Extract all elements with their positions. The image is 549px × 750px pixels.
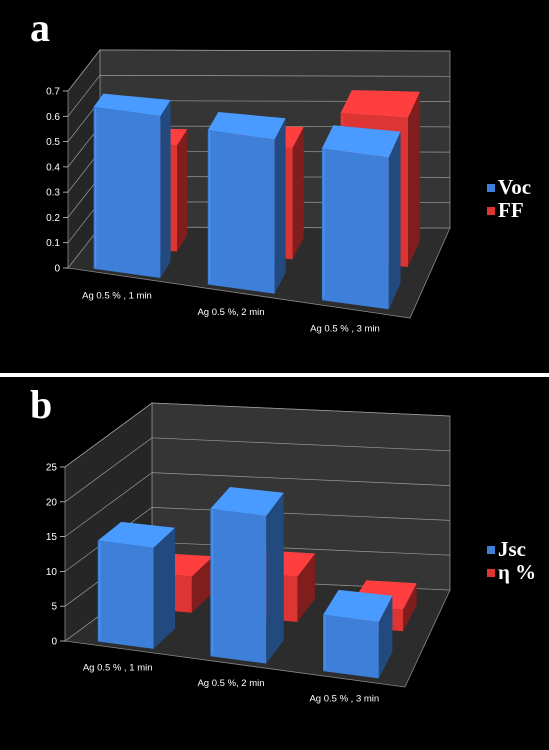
x-category-label: Ag 0.5 % , 1 min [83, 663, 153, 674]
chart-panel-b: b 0 5 10 15 20 25 Ag 0.5 % , 1 min Ag 0.5 %, 2 … [0, 377, 549, 750]
bar-a-front-side [274, 118, 286, 294]
x-category-label: Ag 0.5 %, 2 min [197, 307, 264, 318]
bar-a-front-top [207, 112, 286, 140]
chart-a-canvas: 0 0.1 0.2 0.3 0.4 0.5 0.6 0.7 Ag 0.5 % , 1 min Ag… [46, 48, 451, 335]
bar-a-front [321, 148, 389, 310]
bar-a-back-side [408, 91, 420, 267]
bar-b-front [323, 614, 379, 679]
legend-swatch-eta [487, 568, 495, 577]
y-tick-label: 15 [46, 532, 58, 543]
gridline [64, 402, 451, 468]
bar-a-front-top [321, 125, 401, 158]
legend-swatch-jsc [487, 545, 495, 554]
gridline [67, 49, 451, 92]
y-tick-label: 10 [46, 567, 58, 578]
bar-b-front-side [153, 527, 175, 649]
bar-a-back-side [177, 129, 188, 252]
legend-a: Voc FF [487, 176, 531, 222]
bar-b-back-side [191, 556, 214, 613]
bar-a-back-top [340, 90, 420, 118]
y-tick-label: 0.1 [46, 238, 60, 249]
legend-item-ff: FF [487, 199, 531, 222]
bar-b-front-top [323, 589, 393, 622]
bar-b-back-side [403, 583, 417, 632]
bar-a-front-side [160, 100, 171, 278]
bar-b-front [210, 508, 267, 664]
panel-label-b: b [30, 382, 53, 427]
bar-a-back-side [292, 126, 304, 260]
legend-label-ff: FF [498, 198, 524, 222]
gridline [67, 74, 451, 117]
y-tick-label: 0.2 [46, 213, 60, 224]
gridline [64, 507, 451, 572]
y-tick-label: 0.5 [46, 137, 60, 148]
legend-item-voc: Voc [487, 176, 531, 199]
x-category-label: Ag 0.5 %, 2 min [197, 678, 264, 689]
y-tick-label: 0 [51, 637, 57, 648]
legend-swatch-voc [487, 183, 495, 192]
gridline [64, 472, 451, 537]
bar-b-front-top [210, 487, 284, 517]
y-tick-label: 20 [46, 497, 58, 508]
bar-b-front-side [266, 492, 284, 664]
x-category-label: Ag 0.5 % , 3 min [310, 324, 380, 335]
chart-b-canvas: 0 5 10 15 20 25 Ag 0.5 % , 1 min Ag 0.5 %, 2 mi… [46, 402, 451, 704]
bar-a-front-side [388, 131, 401, 310]
legend-label-jsc: Jsc [498, 537, 526, 561]
bar-a-front-top [93, 93, 171, 117]
legend-swatch-ff [487, 206, 495, 215]
legend-item-jsc: Jsc [487, 538, 536, 561]
bar-b-front-side [378, 595, 393, 679]
y-tick-label: 0.3 [46, 188, 60, 199]
legend-b: Jsc η % [487, 538, 536, 584]
bar-b-front [97, 540, 154, 649]
y-tick-label: 25 [46, 463, 58, 474]
legend-label-voc: Voc [498, 175, 532, 199]
bar-b-front-top [97, 521, 175, 548]
bar-b-back-side [297, 553, 315, 622]
bar-a-front [93, 107, 161, 278]
x-category-label: Ag 0.5 % , 3 min [309, 693, 379, 704]
legend-item-eta: η % [487, 561, 536, 584]
chart-panel-a: a 0 0.1 0.2 0.3 0.4 0.5 0.6 0.7 Ag 0.5 % , 1 min… [0, 0, 549, 373]
y-tick-label: 0.6 [46, 112, 60, 123]
y-tick-label: 0.7 [46, 87, 60, 98]
y-tick-label: 5 [51, 602, 57, 613]
panel-label-a: a [30, 5, 50, 50]
legend-label-eta: η % [498, 560, 537, 584]
bar-a-front [207, 130, 275, 294]
x-category-label: Ag 0.5 % , 1 min [82, 290, 152, 301]
gridline [64, 437, 451, 503]
y-tick-label: 0.4 [46, 162, 60, 173]
y-tick-label: 0 [54, 264, 60, 275]
